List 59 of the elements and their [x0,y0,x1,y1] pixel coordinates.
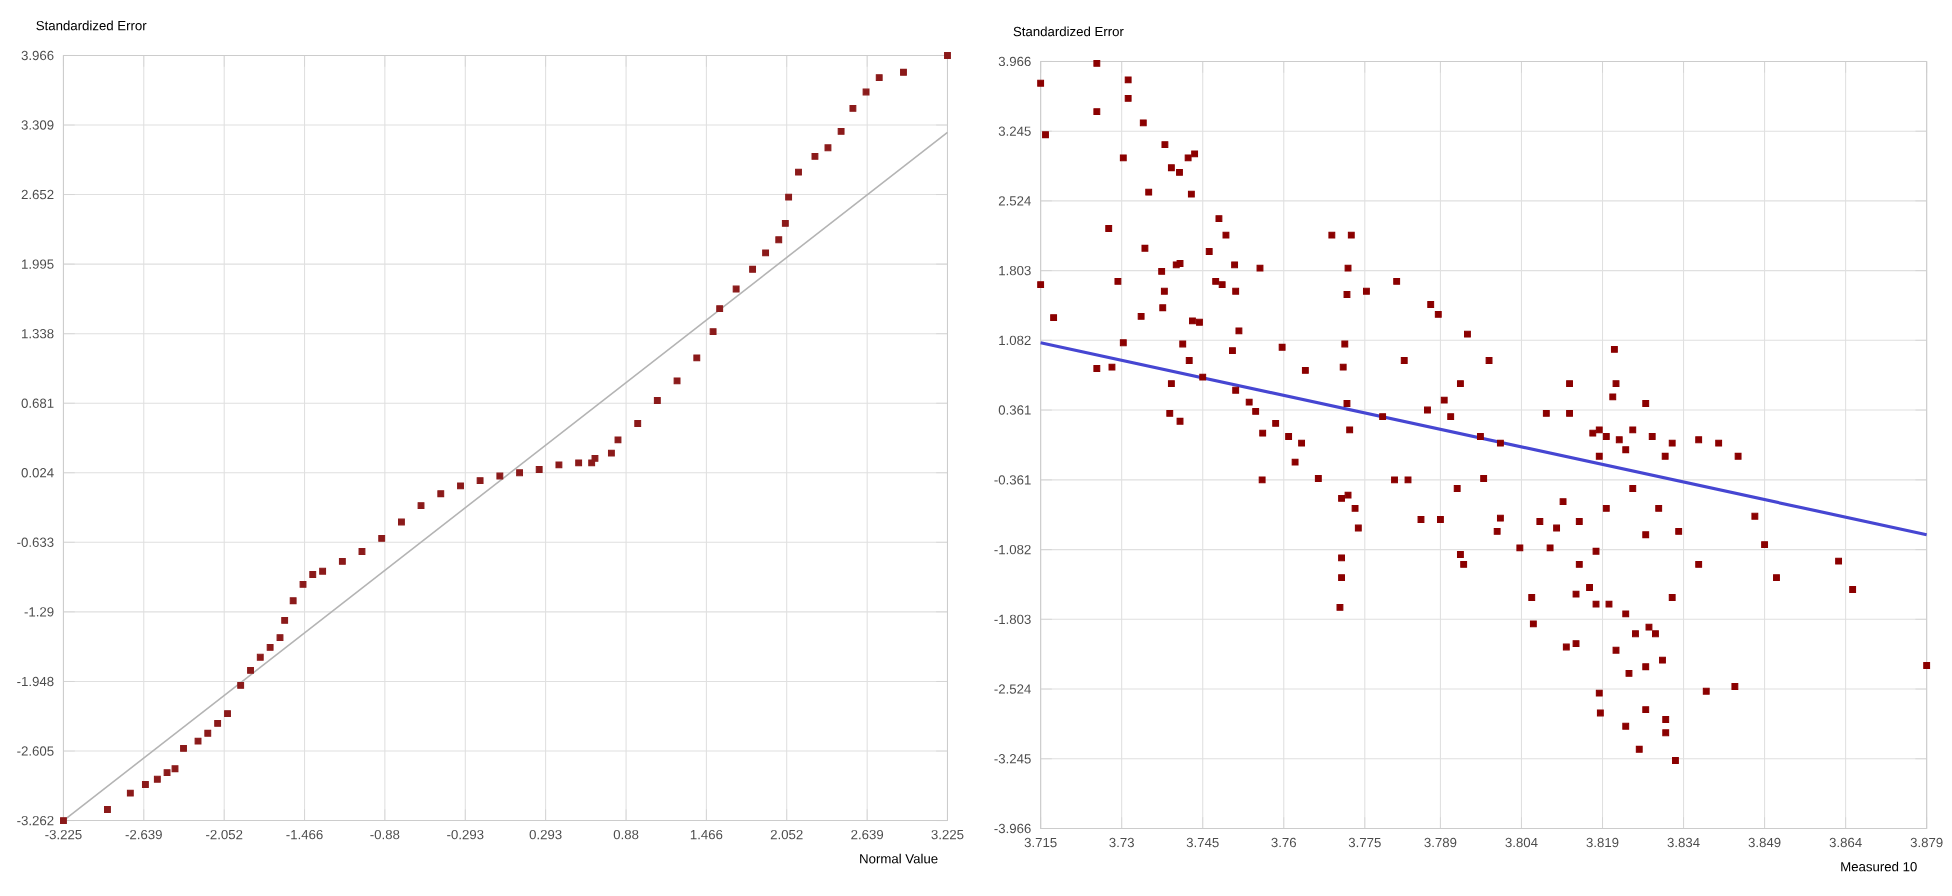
point [126,789,134,797]
point [417,502,425,510]
point [732,285,740,293]
point [358,548,366,555]
point [709,328,717,336]
point [653,397,661,405]
point [614,436,622,444]
point [781,219,789,227]
point [944,52,951,59]
point [289,597,297,605]
point [607,449,615,457]
point [214,720,222,727]
point [398,518,405,526]
point [476,477,484,485]
point [824,144,832,152]
point [194,737,202,745]
point [266,644,274,651]
point [749,265,757,273]
point [775,236,783,244]
point [634,420,642,427]
point [153,775,161,783]
point [437,490,445,498]
point [785,193,793,201]
point [762,249,770,257]
point [457,482,464,490]
point [496,472,504,480]
point [276,634,284,642]
point [309,571,317,578]
point [900,68,907,76]
point [693,354,701,362]
point [163,769,171,777]
point [575,459,583,467]
point [319,567,327,575]
point [535,466,543,473]
point [811,152,819,160]
point [180,744,187,752]
point [224,710,231,718]
point [247,666,254,674]
point [378,534,386,542]
point [673,377,681,385]
point [516,469,524,477]
point [281,617,289,624]
point [338,557,346,565]
point [256,653,264,661]
point [862,88,870,96]
point [104,806,111,813]
point [204,729,212,737]
point [171,765,179,773]
point [849,105,857,112]
point [837,127,845,135]
point [716,305,724,313]
point [795,168,802,176]
point [237,682,245,689]
point [60,817,67,825]
point [141,781,149,788]
point [555,461,563,469]
point [875,74,883,82]
point [299,580,307,588]
point [591,454,599,462]
